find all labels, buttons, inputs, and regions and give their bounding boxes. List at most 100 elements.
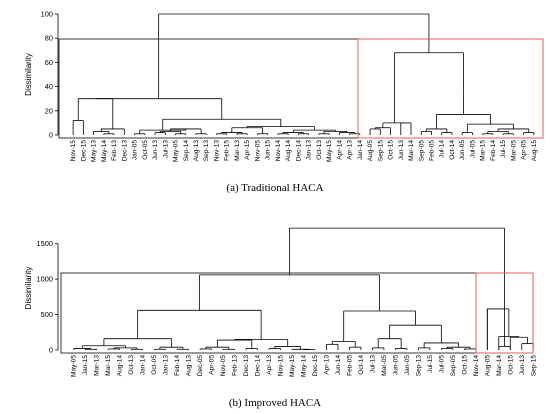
- leaf-label: Jan-14: [140, 355, 147, 375]
- leaf-label: Jun-15: [265, 140, 272, 160]
- leaf-label: Jan-05: [404, 355, 411, 375]
- leaf-label: Oct-14: [449, 140, 456, 160]
- leaf-label: Mar-13: [234, 140, 241, 161]
- leaf-label: Oct-15: [507, 355, 514, 375]
- leaf-label: Apr-14: [336, 140, 343, 160]
- leaf-label: Jun-13: [398, 140, 405, 160]
- y-axis-title: Dissimilarity: [24, 53, 33, 96]
- leaf-label: Jul-15: [427, 355, 434, 373]
- cluster-box-outlier: [475, 272, 534, 354]
- leaf-label: Nov-14: [275, 140, 282, 162]
- leaf-label: Nov-05: [220, 355, 227, 377]
- leaf-label: Oct-15: [461, 355, 468, 375]
- leaf-label: Feb-13: [232, 355, 239, 376]
- leaf-label: Dec-14: [255, 355, 262, 377]
- y-tick-label: 0: [49, 131, 53, 140]
- leaf-label: Oct-15: [388, 140, 395, 160]
- leaf-label: Sep-13: [415, 355, 422, 377]
- y-tick-label: 20: [45, 106, 53, 115]
- leaf-label: Jan-14: [357, 140, 364, 160]
- panel-caption: (b) Improved HACA: [229, 397, 321, 409]
- y-tick-label: 1000: [37, 275, 53, 284]
- leaf-label: Dec-15: [312, 355, 319, 377]
- leaf-label: Sep-15: [377, 140, 384, 162]
- leaf-label: Jul-14: [439, 140, 446, 158]
- leaf-label: Jul-13: [369, 355, 376, 373]
- leaf-label: Oct-14: [358, 355, 365, 375]
- leaf-label: Jan-13: [306, 140, 313, 160]
- leaf-label: Aug-13: [193, 140, 200, 162]
- dendrogram-links: [73, 227, 534, 351]
- y-tick-label: 1500: [37, 239, 53, 248]
- cluster-boxes: [60, 272, 534, 354]
- leaf-label: Jun-14: [335, 355, 342, 375]
- leaf-label: Sep-15: [530, 355, 537, 377]
- leaf-label: Mar-14: [408, 140, 415, 161]
- leaf-label: Feb-14: [490, 140, 497, 161]
- leaf-label: Aug-15: [531, 140, 538, 162]
- cluster-box-main: [58, 38, 359, 139]
- y-axis: 0 20 40 60 80 100 Dissimilarity: [24, 10, 59, 140]
- leaf-label: Nov-14: [473, 355, 480, 377]
- panel-traditional-haca: 0 20 40 60 80 100 Dissimilarity Nov-15 Dec-15 May…: [24, 10, 544, 194]
- y-tick-label: 60: [45, 58, 53, 67]
- leaf-label: Sep-14: [183, 140, 190, 162]
- leaf-label: Apr-13: [266, 355, 273, 375]
- leaf-label: Jul-05: [438, 355, 445, 373]
- leaf-label: Dec-13: [243, 355, 250, 377]
- leaf-label: Mar-15: [480, 140, 487, 161]
- leaf-label: Oct-13: [316, 140, 323, 160]
- leaf-label: Mar-14: [496, 355, 503, 376]
- y-tick-label: 0: [49, 346, 53, 355]
- leaf-label: Apr-05: [521, 140, 528, 160]
- leaf-label: Sep-05: [450, 355, 457, 377]
- leaf-label: Dec-14: [295, 140, 302, 162]
- leaf-label: Apr-15: [244, 140, 251, 160]
- leaf-label: Mar-15: [105, 355, 112, 376]
- cluster-boxes: [58, 38, 544, 139]
- leaf-label: Feb-13: [111, 140, 118, 161]
- leaf-label: Nov-15: [278, 355, 285, 377]
- leaf-labels: Nov-15 Dec-15 May-13 May-14 Feb-13 Dec-13 Jan-…: [70, 140, 538, 162]
- leaf-label: May-13: [91, 140, 98, 162]
- leaf-label: Jan-13: [163, 355, 170, 375]
- leaf-label: Jul-15: [500, 140, 507, 158]
- leaf-label: Mar-05: [381, 355, 388, 376]
- leaf-label: Jun-05: [392, 355, 399, 375]
- y-tick-label: 100: [41, 10, 53, 19]
- leaf-label: Sep-13: [203, 140, 210, 162]
- leaf-labels: May-05 Jan-15 Mar-13 Mar-15 Aug-14 Oct-13 Jan-…: [71, 355, 538, 377]
- leaf-label: Nov-13: [213, 140, 220, 162]
- leaf-label: Oct-05: [151, 355, 158, 375]
- leaf-label: May-14: [101, 140, 108, 162]
- y-axis-title: Dissimilarity: [24, 267, 33, 310]
- y-axis: 0 500 1000 1500 Dissimilarity: [24, 239, 59, 355]
- leaf-label: Mar-13: [94, 355, 101, 376]
- leaf-label: Dec-05: [197, 355, 204, 377]
- leaf-label: Apr-13: [347, 140, 354, 160]
- leaf-label: Jun-13: [519, 355, 526, 375]
- leaf-label: Dec-13: [121, 140, 128, 162]
- leaf-label: Nov-05: [254, 140, 261, 162]
- leaf-label: Jan-05: [132, 140, 139, 160]
- leaf-label: Dec-15: [80, 140, 87, 162]
- leaf-label: Oct-05: [142, 140, 149, 160]
- leaf-label: Aug-14: [285, 140, 292, 162]
- leaf-label: Jun-13: [152, 140, 159, 160]
- leaf-label: May-05: [173, 140, 180, 162]
- leaf-label: Aug-05: [484, 355, 491, 377]
- leaf-label: May-05: [71, 355, 78, 377]
- leaf-label: Nov-15: [70, 140, 77, 162]
- cluster-box-outlier: [357, 38, 544, 139]
- leaf-label: Jan-15: [82, 355, 89, 375]
- y-tick-label: 40: [45, 82, 53, 91]
- leaf-label: Feb-05: [346, 355, 353, 376]
- leaf-label: Apr-05: [209, 355, 216, 375]
- panel-improved-haca: 0 500 1000 1500 Dissimilarity May-05 Jan-15 Mar…: [24, 227, 538, 409]
- cluster-box-main: [60, 272, 477, 354]
- leaf-label: Apr-13: [323, 355, 330, 375]
- leaf-label: Feb-05: [428, 140, 435, 161]
- dendrogram-links: [72, 13, 535, 135]
